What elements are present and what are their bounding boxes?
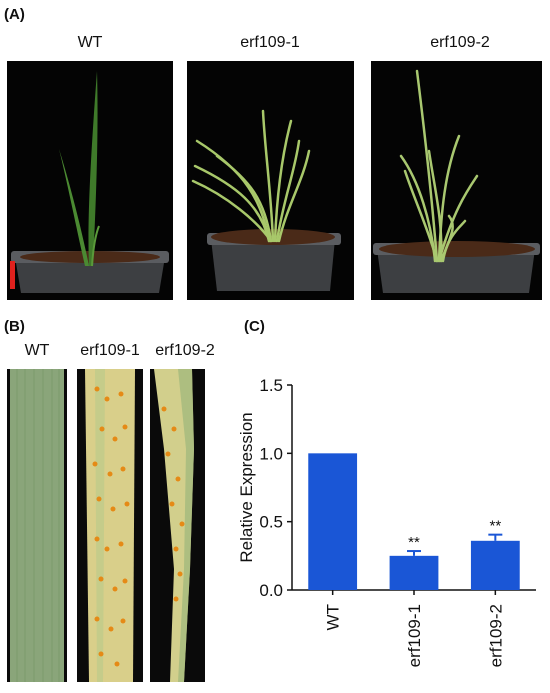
panel-a-label-wt: WT — [77, 34, 103, 51]
erf109-1-plant-photo — [187, 61, 354, 300]
panel-a-label-erf109-1: erf109-1 — [240, 34, 300, 51]
bar — [308, 453, 358, 590]
bar — [470, 540, 520, 590]
y-tick-label: 0.5 — [259, 513, 283, 532]
wt-leaf-photo — [7, 369, 67, 682]
panel-label-b: (B) — [4, 318, 25, 335]
wt-plant-photo — [7, 61, 173, 300]
x-tick-label: erf109-2 — [486, 604, 505, 667]
panel-a-label-erf109-2: erf109-2 — [430, 34, 490, 51]
x-tick-label: WT — [324, 604, 343, 630]
bar — [389, 555, 439, 590]
y-tick-label: 1.0 — [259, 444, 283, 463]
significance-label: ** — [408, 534, 420, 551]
panel-label-c: (C) — [244, 318, 265, 335]
panel-b-label-erf109-1: erf109-1 — [80, 342, 140, 359]
panel-b-label-erf109-2: erf109-2 — [155, 342, 215, 359]
significance-label: ** — [489, 518, 501, 535]
erf109-2-leaf-photo — [150, 369, 205, 682]
y-axis-label: Relative Expression — [237, 412, 256, 562]
panel-b-label-wt: WT — [24, 342, 50, 359]
erf109-2-plant-photo — [371, 61, 542, 300]
erf109-1-leaf-photo — [77, 369, 143, 682]
panel-label-a: (A) — [4, 6, 25, 23]
x-tick-label: erf109-1 — [405, 604, 424, 667]
y-tick-label: 1.5 — [259, 376, 283, 395]
scale-bar — [10, 261, 15, 289]
y-tick-label: 0.0 — [259, 581, 283, 600]
